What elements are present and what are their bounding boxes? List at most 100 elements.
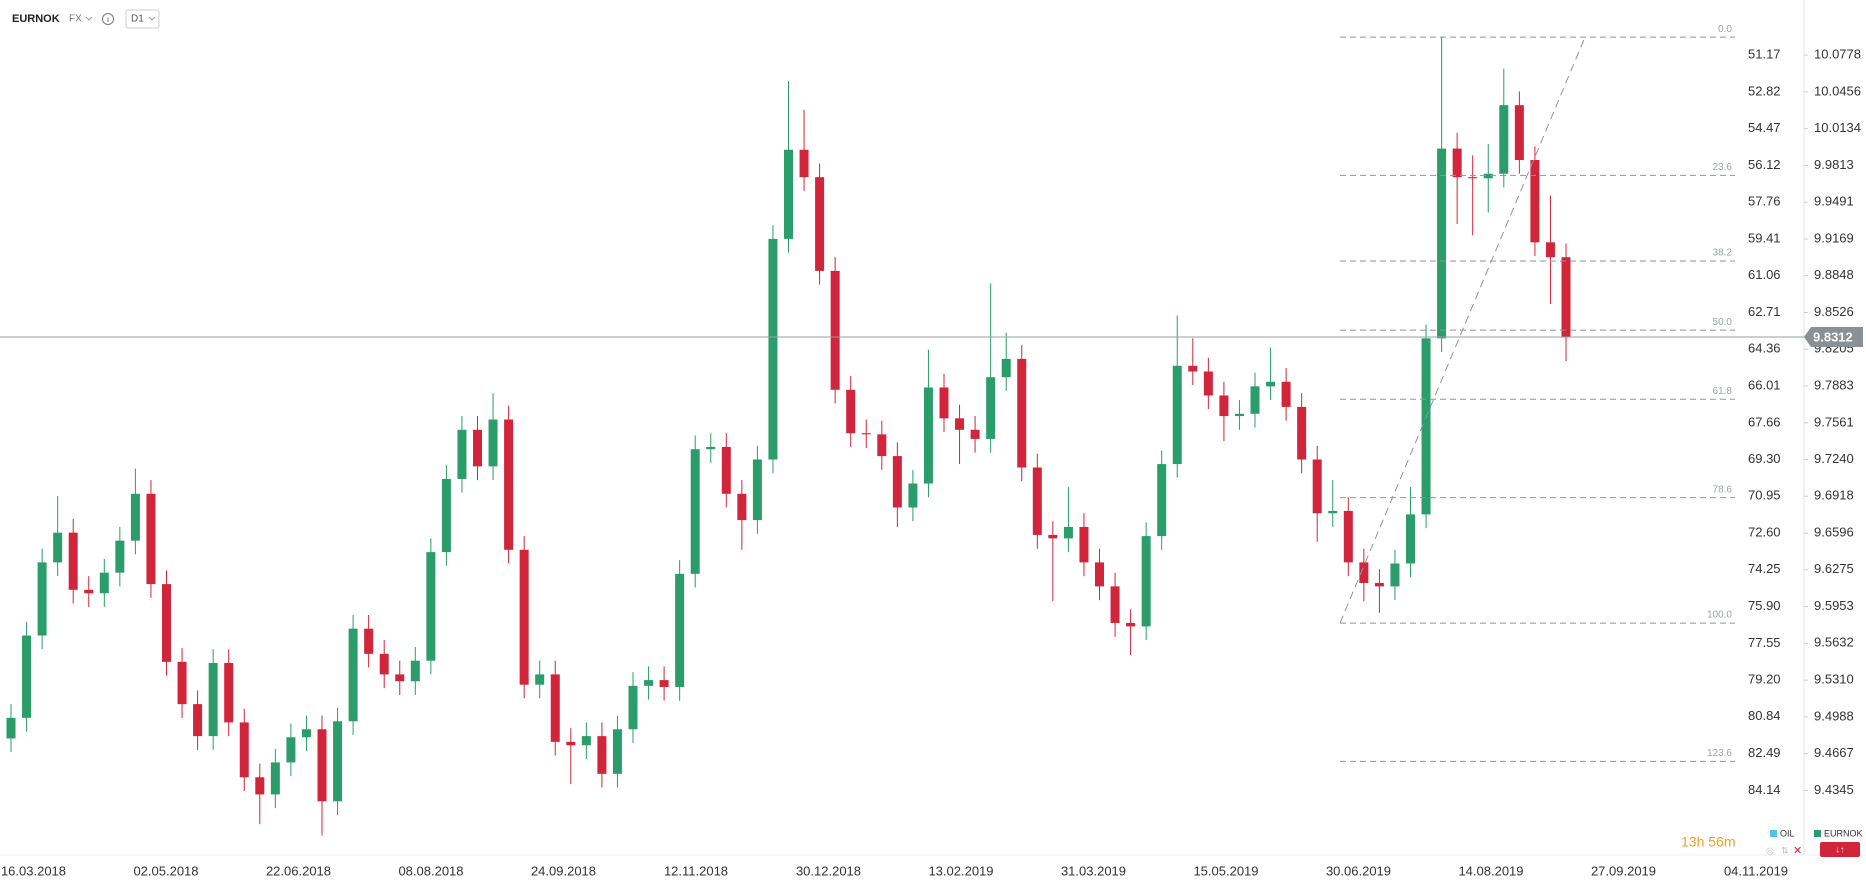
candle-body [1452,148,1462,178]
candle-body [784,149,793,239]
trade-button[interactable] [1820,842,1860,857]
candle-body [1219,395,1229,417]
candle-body [99,572,109,594]
candle-body [1359,562,1369,583]
candle-body [1157,464,1167,537]
interval[interactable]: D1 [131,14,144,25]
y2-tick-label: 59.41 [1748,230,1781,245]
close-icon[interactable]: ✕ [1793,845,1802,857]
x-tick-label: 15.05.2019 [1193,863,1258,878]
candle-body [1234,413,1244,417]
interval-select[interactable] [125,9,160,29]
candle-body [519,549,529,685]
candle-body [1421,338,1431,515]
candle-body [877,434,887,457]
candle-body [53,532,63,563]
y2-tick-label: 62.71 [1748,304,1781,319]
y-tick-label: 9.5632 [1814,635,1854,650]
x-tick-label: 02.05.2018 [133,863,198,878]
y2-tick-label: 72.60 [1748,524,1781,539]
symbol[interactable]: EURNOK [12,13,60,25]
candle-body [457,429,467,479]
candle-body [193,704,203,737]
info-icon[interactable] [102,13,114,25]
candle-body [473,429,482,467]
y2-tick-label: 51.17 [1748,47,1781,62]
x-tick-label: 08.08.2018 [398,863,463,878]
y-tick-label: 9.5310 [1814,672,1854,687]
candle-body [270,762,280,795]
candle-body [146,493,156,585]
candle-body [379,653,389,675]
candle-body [581,736,591,746]
candle-body [286,737,296,763]
candle-body [644,680,654,686]
candle-body [1110,586,1120,623]
countdown: 13h 56m [1681,834,1735,850]
candle-body [1468,177,1478,179]
y-tick-label: 9.4345 [1814,782,1854,797]
y2-tick-label: 56.12 [1748,157,1781,172]
legend-swatch [1814,830,1821,837]
candle-body [768,238,778,460]
candle-body [892,456,902,508]
y2-tick-label: 84.14 [1748,782,1781,797]
candle-body [923,387,933,484]
candle-body [426,552,436,661]
last-price-tag [1804,326,1863,347]
last-price-label: 9.8312 [1813,329,1853,344]
y2-tick-label: 54.47 [1748,120,1781,135]
candle-body [177,661,187,705]
candle-body [675,573,685,687]
y-tick-label: 9.7561 [1814,414,1854,429]
x-tick-label: 30.06.2019 [1326,863,1391,878]
y2-tick-label: 82.49 [1748,745,1781,760]
candle-body [1079,526,1089,563]
candle-body [1141,536,1151,627]
candle-body [706,446,716,450]
y2-tick-label: 77.55 [1748,635,1781,650]
candle-body [986,377,996,439]
legend-swatch [1770,830,1777,837]
candle-body [1172,365,1182,465]
y2-tick-label: 67.66 [1748,414,1781,429]
candle-body [504,419,514,550]
order-icon[interactable]: ⇅ [1781,845,1789,855]
y-tick-label: 9.8526 [1814,304,1854,319]
candle-body [255,777,265,795]
fib-label: 100.0 [1707,610,1732,621]
candle-body [1374,582,1384,587]
x-tick-label: 16.03.2018 [1,863,66,878]
y2-tick-label: 61.06 [1748,267,1781,282]
y-tick-label: 9.7883 [1814,377,1854,392]
candle-body [441,478,451,553]
fib-label: 61.8 [1713,386,1733,397]
candle-body [861,433,871,435]
x-tick-label: 30.12.2018 [796,863,861,878]
candle-body [1406,514,1415,564]
y-tick-label: 10.0134 [1814,120,1861,135]
y-tick-label: 9.4988 [1814,708,1854,723]
candle-body [395,674,405,682]
fib-label: 123.6 [1707,748,1732,759]
market[interactable]: FX [69,14,82,25]
candle-body [348,628,358,722]
eye-icon[interactable]: ◎ [1766,845,1774,855]
y2-tick-label: 69.30 [1748,451,1781,466]
candle-body [130,493,140,541]
candle-body [1063,526,1073,539]
x-tick-label: 12.11.2018 [664,863,728,878]
candle-body [317,729,327,802]
x-tick-label: 13.02.2019 [928,863,993,878]
candle-body [535,674,545,685]
candle-body [1095,562,1104,587]
candle-body [1048,534,1058,539]
candle-body [68,532,78,590]
candle-body [1545,242,1555,258]
candle-body [846,389,856,434]
y2-tick-label: 75.90 [1748,598,1781,613]
y2-tick-label: 57.76 [1748,193,1781,208]
candle-body [1390,563,1400,587]
candle-body [1188,365,1198,372]
